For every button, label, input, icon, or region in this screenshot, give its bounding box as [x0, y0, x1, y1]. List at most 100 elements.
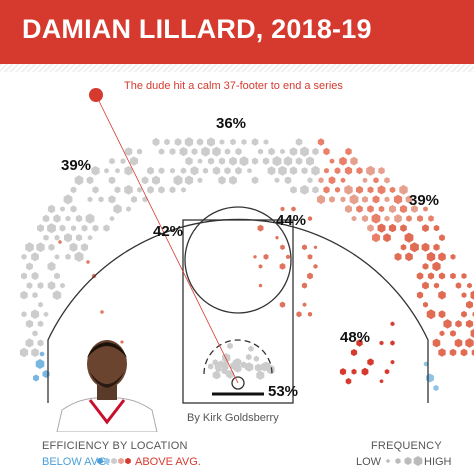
shot-hex [307, 311, 313, 317]
shot-hex [32, 330, 38, 337]
shot-hex [340, 196, 346, 203]
shot-hex [334, 167, 341, 175]
shot-hex [367, 358, 374, 366]
shot-hex [300, 184, 309, 195]
shot-hex [367, 186, 374, 194]
shot-hex [25, 242, 34, 253]
shot-hex [75, 234, 83, 242]
shot-hex [450, 330, 456, 337]
shot-hex [85, 213, 95, 224]
shot-hex [423, 361, 429, 367]
shot-hex [274, 177, 280, 183]
shot-hex [384, 196, 390, 203]
shot-hex [158, 186, 165, 194]
shot-trajectory [95, 94, 239, 384]
shot-hex [317, 194, 325, 205]
shot-hex [404, 232, 414, 243]
shot-hex [54, 272, 60, 280]
shot-hex [422, 281, 429, 290]
shot-hex [197, 158, 203, 164]
shot-hex [208, 363, 214, 370]
shot-hex [30, 309, 40, 319]
shot-hex [438, 272, 446, 280]
shot-hex [345, 147, 352, 156]
shot-hex [307, 177, 313, 184]
shot-hex [74, 175, 84, 186]
shot-hex [37, 224, 44, 233]
free-throw-circle [184, 206, 292, 314]
shot-hex [169, 148, 176, 155]
shot-hex [124, 147, 133, 156]
shot-hex [465, 319, 474, 328]
shot-hex [411, 205, 418, 213]
shot-hex [54, 234, 60, 241]
shot-hex [405, 252, 413, 262]
shot-hex [450, 253, 456, 260]
shot-hex [416, 291, 424, 299]
shot-hex [98, 196, 104, 203]
shot-hex [345, 205, 352, 213]
head [87, 340, 127, 388]
shot-hex [350, 156, 358, 166]
shot-hex [207, 157, 215, 165]
hex-layer [19, 137, 474, 391]
shot-hex [257, 148, 264, 155]
shot-hex [224, 148, 231, 155]
shot-hex [384, 177, 390, 184]
shot-hex [432, 338, 441, 348]
shot-hex [361, 367, 369, 376]
shot-hex [378, 205, 385, 213]
shot-hex [137, 187, 142, 193]
shot-hex [115, 168, 120, 174]
shot-hex [280, 244, 285, 250]
shot-hex [100, 310, 104, 314]
shot-hex [258, 283, 263, 288]
shot-hex [174, 138, 182, 146]
shot-hex [439, 330, 445, 337]
shot-hex [225, 370, 232, 377]
shot-hex [461, 292, 467, 298]
shot-hex [230, 138, 236, 146]
shot-hex [423, 301, 428, 308]
shot-hex [136, 148, 143, 155]
shot-hex [449, 348, 457, 357]
shot-hex [263, 139, 269, 145]
frequency-swatch [413, 456, 423, 466]
jersey [56, 397, 158, 432]
shot-hex [180, 167, 187, 174]
restricted-arc [203, 339, 273, 375]
shot-hex [201, 146, 210, 157]
shot-hex [367, 224, 374, 232]
shot-hex [318, 177, 324, 184]
shot-hex [131, 195, 137, 203]
shot-hex [212, 166, 221, 175]
shot-hex [275, 235, 279, 240]
shot-hex [280, 148, 285, 155]
shot-hex [286, 254, 290, 260]
shot-hex [433, 282, 440, 289]
beard [90, 372, 124, 388]
shot-hex [427, 272, 435, 280]
shot-hex [329, 196, 335, 203]
shot-hex [58, 240, 62, 244]
shot-hex [120, 340, 124, 344]
shot-hex [158, 148, 165, 155]
shot-hex [389, 186, 396, 193]
shot-hex [212, 146, 221, 157]
shot-hex [432, 261, 441, 272]
shot-hex [372, 195, 380, 204]
frequency-swatch [386, 459, 390, 463]
efficiency-swatch [111, 457, 117, 465]
shot-hex [212, 370, 220, 380]
zone-label: 42% [153, 223, 183, 240]
shot-hex [394, 214, 402, 223]
shot-hex [170, 167, 175, 174]
shot-hex [218, 176, 226, 185]
shot-hex [253, 355, 259, 362]
shot-hex [247, 168, 252, 174]
shot-hex [307, 272, 313, 280]
shot-hex [124, 166, 133, 176]
shot-hex [323, 147, 330, 156]
efficiency-swatch [118, 457, 124, 465]
shot-hex [215, 365, 222, 373]
